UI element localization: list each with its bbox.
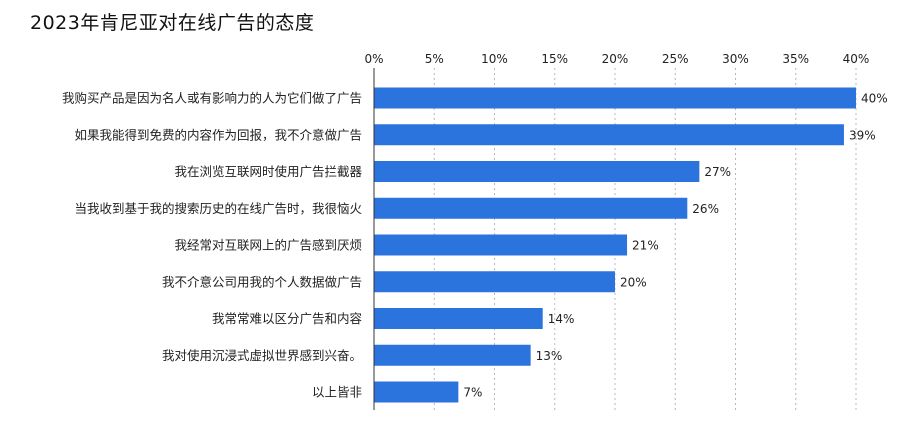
value-label: 40% <box>861 92 888 106</box>
category-label: 我不介意公司用我的个人数据做广告 <box>162 274 362 289</box>
bar <box>374 381 459 403</box>
bar <box>374 197 688 219</box>
category-label: 当我收到基于我的搜索历史的在线广告时，我很恼火 <box>74 201 362 216</box>
bar <box>374 234 628 256</box>
x-tick-label: 35% <box>782 52 809 66</box>
bar <box>374 124 844 146</box>
value-labels: 40% 39% 27% 26% 21% 20% 14% 13% 7% <box>463 92 887 400</box>
value-label: 7% <box>463 386 482 400</box>
x-tick-label: 0% <box>364 52 383 66</box>
x-tick-label: 25% <box>662 52 689 66</box>
category-labels: 我购买产品是因为名人或有影响力的人为它们做了广告如果我能得到免费的内容作为回报，… <box>62 91 363 400</box>
x-tick-label: 5% <box>425 52 444 66</box>
bar <box>374 87 856 109</box>
x-tick-label: 20% <box>602 52 629 66</box>
category-label: 我经常对互联网上的广告感到厌烦 <box>174 238 362 253</box>
value-label: 14% <box>548 312 575 326</box>
value-label: 21% <box>632 239 659 253</box>
value-label: 39% <box>849 128 876 142</box>
chart-title: 2023年肯尼亚对在线广告的态度 <box>30 12 315 34</box>
category-label: 我购买产品是因为名人或有影响力的人为它们做了广告 <box>62 91 362 106</box>
bar <box>374 161 700 182</box>
bar <box>374 308 543 329</box>
value-label: 13% <box>536 349 563 363</box>
bars <box>374 87 856 403</box>
x-tick-label: 30% <box>722 52 749 66</box>
x-tick-label: 15% <box>541 52 568 66</box>
x-axis-ticks: 0% 5% 10% 15% 20% 25% 30% 35% 40% <box>364 52 869 66</box>
category-label: 如果我能得到免费的内容作为回报，我不介意做广告 <box>74 127 362 142</box>
bar <box>374 344 531 366</box>
category-label: 我常常难以区分广告和内容 <box>212 311 362 326</box>
category-label: 我对使用沉浸式虚拟世界感到兴奋。 <box>162 348 362 363</box>
category-label: 以上皆非 <box>312 385 362 400</box>
x-tick-label: 40% <box>843 52 870 66</box>
value-label: 20% <box>620 275 647 289</box>
value-label: 27% <box>704 165 731 179</box>
value-label: 26% <box>692 202 719 216</box>
bar <box>374 271 615 293</box>
category-label: 我在浏览互联网时使用广告拦截器 <box>174 164 362 179</box>
x-tick-label: 10% <box>481 52 508 66</box>
